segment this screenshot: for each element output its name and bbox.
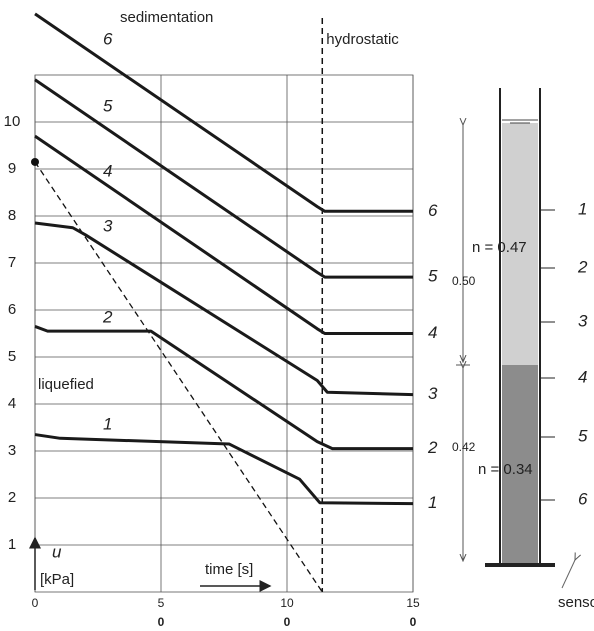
y-tick-label: 8	[8, 207, 16, 224]
curve	[34, 221, 414, 397]
porosity-label: n = 0.47	[472, 239, 527, 256]
annotation: sedimentation	[120, 9, 213, 26]
x-tick-label: 15 0	[406, 596, 420, 629]
y-tick-label: 1	[8, 536, 16, 553]
x-axis-label: time [s]	[205, 561, 253, 578]
tube	[499, 88, 541, 564]
curve-end-label: 6	[428, 201, 438, 220]
dimension-label: 0.50	[452, 274, 476, 288]
sensor-label: 2	[577, 257, 588, 276]
sensor-label: 5	[578, 426, 588, 445]
y-axis-unit: [kPa]	[40, 571, 74, 588]
x-tick-label: 0	[32, 596, 39, 610]
reference-line	[34, 161, 323, 593]
annotation: liquefied	[38, 376, 94, 393]
curve	[34, 78, 413, 279]
curve-label: 1	[103, 414, 112, 433]
y-axis-symbol: u	[52, 542, 62, 561]
curve-end-label: 3	[428, 384, 438, 403]
start-point	[31, 157, 39, 166]
hydrostatic-label: hydrostatic	[326, 31, 399, 48]
base-plate	[485, 563, 555, 567]
curve	[34, 12, 413, 213]
x-tick-label: 10 0	[280, 596, 294, 629]
curve-label: 3	[103, 216, 113, 235]
porosity-label: n = 0.34	[478, 461, 533, 478]
lower-layer	[502, 365, 538, 563]
sensor-label: 3	[578, 311, 588, 330]
curve-label: 2	[102, 307, 113, 326]
sensors-label: sensors	[558, 594, 594, 611]
sensor-label: 4	[578, 367, 587, 386]
curve	[34, 433, 414, 506]
curve	[34, 134, 413, 335]
y-tick-label: 10	[4, 113, 21, 130]
curve-label: 6	[103, 29, 113, 48]
sensor-label: 1	[578, 199, 587, 218]
sensor-label: 6	[578, 489, 588, 508]
y-tick-label: 9	[8, 160, 16, 177]
sensors-arrow	[561, 560, 575, 589]
curve-end-label: 5	[428, 267, 438, 286]
y-tick-label: 4	[8, 395, 16, 412]
curve-end-label: 1	[428, 493, 437, 512]
curve-label: 5	[103, 96, 113, 115]
curve-label: 4	[103, 161, 112, 180]
y-tick-label: 6	[8, 301, 16, 318]
y-tick-label: 3	[8, 442, 16, 459]
y-tick-label: 5	[8, 348, 16, 365]
curve-end-label: 4	[428, 323, 437, 342]
y-tick-label: 7	[8, 254, 16, 271]
y-tick-label: 2	[8, 489, 16, 506]
curve-end-label: 2	[427, 438, 438, 457]
dimension-label: 0.42	[452, 440, 476, 454]
curve	[34, 325, 413, 451]
upper-layer	[502, 123, 538, 365]
column-diagram: 0.50 0.42 n = 0.47 n = 0.34 sensors 1 2 3 4…	[452, 88, 594, 611]
sensors: 1 2 3 4 5 6	[540, 199, 588, 508]
